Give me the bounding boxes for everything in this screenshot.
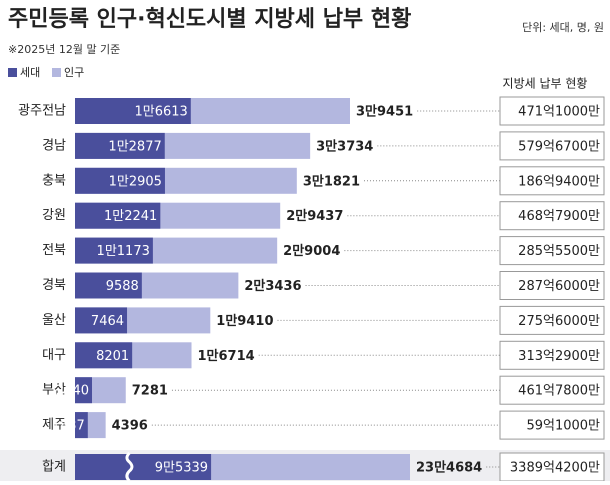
tax-header: 지방세 납부 현황 xyxy=(503,77,588,91)
tax-value: 313억2900만 xyxy=(518,349,600,364)
households-label: 9588 xyxy=(106,279,139,294)
households-label: 8201 xyxy=(96,349,129,364)
chart-title: 주민등록 인구·혁신도시별 지방세 납부 현황 xyxy=(8,6,411,32)
bar-households xyxy=(75,237,153,264)
tax-value: 59억1000만 xyxy=(526,419,600,434)
bar-households xyxy=(75,132,165,159)
category-label: 광주전남 xyxy=(18,104,66,119)
population-label: 1만9410 xyxy=(216,313,273,329)
bar-households xyxy=(75,377,93,404)
bar-households xyxy=(75,272,142,299)
category-label: 울산 xyxy=(42,313,66,328)
population-label: 2만9004 xyxy=(283,243,340,259)
tax-box xyxy=(499,166,605,196)
population-label: 3만9451 xyxy=(356,104,413,120)
tax-value: 579억6700만 xyxy=(518,139,600,154)
tax-value: 287억6000만 xyxy=(518,279,600,294)
category-label: 강원 xyxy=(42,208,66,223)
bar-households xyxy=(75,342,133,369)
households-label: 2440 xyxy=(56,384,89,399)
axis-break xyxy=(125,451,134,483)
category-label: 부산 xyxy=(42,383,66,398)
legend-label: 인구 xyxy=(64,66,84,79)
households-label: 7464 xyxy=(91,314,124,329)
tax-box xyxy=(499,236,605,266)
households-label: 1만2877 xyxy=(108,139,161,154)
unit-note: 단위: 세대, 명, 원 xyxy=(522,21,604,34)
tax-value: 471억1000만 xyxy=(518,105,600,120)
category-label: 경북 xyxy=(42,278,66,293)
category-label: 전북 xyxy=(42,243,66,258)
tax-box xyxy=(499,410,605,440)
households-label: 1837 xyxy=(52,419,85,434)
tax-box xyxy=(499,96,605,126)
category-label: 대구 xyxy=(42,348,66,363)
population-label: 3만3734 xyxy=(316,138,373,154)
legend-swatch xyxy=(8,68,17,77)
category-label: 충북 xyxy=(42,173,66,188)
tax-value: 285억5500만 xyxy=(518,244,600,259)
legend-swatch xyxy=(52,68,61,77)
tax-value: 461억7800만 xyxy=(518,384,600,399)
bar-households xyxy=(75,202,161,229)
tax-box xyxy=(499,131,605,161)
population-label: 4396 xyxy=(112,419,148,434)
tax-value: 275억6000만 xyxy=(518,314,600,329)
households-label: 9만5339 xyxy=(155,461,208,476)
bar-households xyxy=(75,412,88,439)
tax-value: 186억9400만 xyxy=(518,174,600,189)
population-label: 2만9437 xyxy=(286,208,343,224)
tax-box xyxy=(499,452,605,482)
category-label: 합계 xyxy=(42,460,66,475)
bar-households xyxy=(75,98,191,124)
bar-households xyxy=(75,454,212,480)
households-label: 1만6613 xyxy=(134,105,187,120)
tax-box xyxy=(499,375,605,405)
tax-value: 468억7900만 xyxy=(518,209,600,224)
population-label: 7281 xyxy=(132,384,168,399)
households-label: 1만1173 xyxy=(97,244,150,259)
population-label: 3만1821 xyxy=(303,173,360,189)
tax-box xyxy=(499,271,605,300)
population-label: 23만4684 xyxy=(416,460,482,476)
category-label: 제주 xyxy=(42,418,66,433)
households-label: 1만2905 xyxy=(109,174,162,189)
bar-households xyxy=(75,167,165,194)
subtitle: ※2025년 12월 말 기준 xyxy=(8,43,120,56)
legend-label: 세대 xyxy=(20,66,40,79)
bar-households xyxy=(75,307,128,334)
tax-box xyxy=(499,201,605,231)
households-label: 1만2241 xyxy=(104,209,157,224)
tax-value: 3389억4200만 xyxy=(510,461,600,476)
population-label: 2만3436 xyxy=(244,278,301,294)
population-label: 1만6714 xyxy=(198,348,255,364)
tax-box xyxy=(499,305,605,335)
category-label: 경남 xyxy=(42,138,66,153)
tax-box xyxy=(499,340,605,370)
